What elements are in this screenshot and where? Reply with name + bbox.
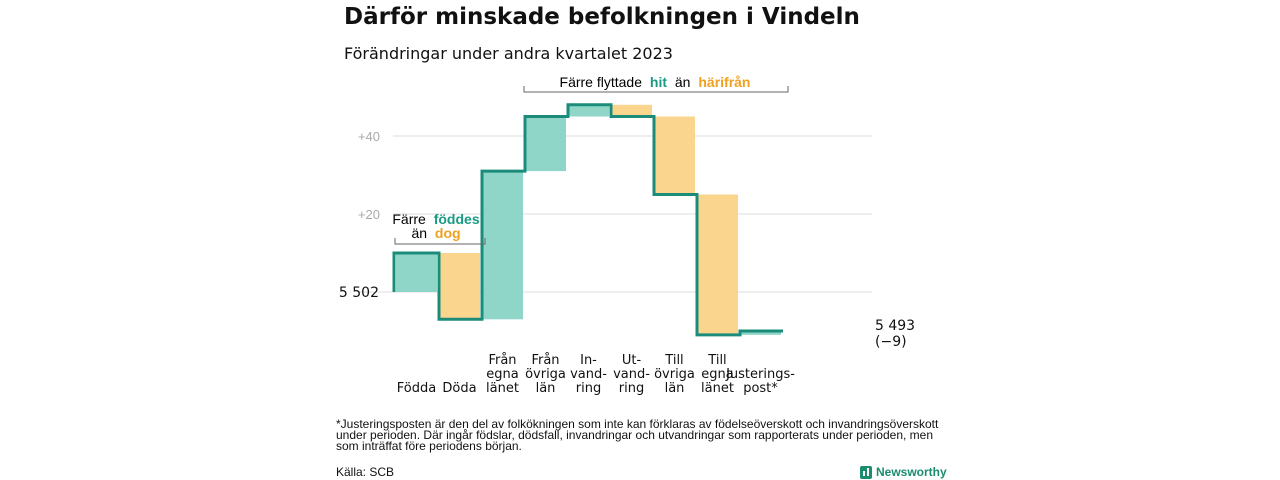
brand-name: Newsworthy	[876, 465, 947, 479]
cumulative-step-line	[392, 103, 783, 337]
category-label: Döda	[442, 381, 476, 396]
waterfall-bar	[482, 171, 523, 320]
end-value-label: 5 493	[875, 318, 915, 334]
newsworthy-icon	[860, 465, 872, 479]
category-label: Från egna länet	[486, 353, 519, 396]
category-label: Till egna länet	[701, 353, 734, 396]
annotation-moves-bracket	[523, 86, 789, 93]
waterfall-bar	[740, 331, 781, 335]
source-label: Källa: SCB	[336, 465, 395, 479]
line-layer	[392, 103, 783, 337]
brand-logo: Newsworthy	[860, 464, 947, 480]
waterfall-bar	[697, 194, 738, 335]
category-label: Från övriga län	[525, 353, 566, 396]
annotation-births-line1: Färre föddes	[392, 211, 479, 227]
y-tick-label: +40	[358, 129, 380, 144]
footnote: *Justeringsposten är den del av folkökni…	[336, 417, 939, 453]
waterfall-bar	[611, 104, 652, 117]
annotation-moves-text: Färre flyttade hit än härifrån	[560, 74, 751, 90]
category-label: Justerings-post*	[725, 367, 795, 396]
bars-layer	[396, 104, 781, 335]
grid-layer: +20 +40	[358, 129, 872, 293]
waterfall-bar	[568, 104, 609, 117]
waterfall-bar	[654, 116, 695, 195]
start-value-label: 5 502	[339, 285, 379, 301]
waterfall-bar	[396, 253, 437, 292]
annotation-births-line2: än dog	[411, 225, 460, 241]
chart-title: Därför minskade befolkningen i Vindeln	[344, 4, 860, 30]
category-label: Till övriga län	[654, 353, 695, 396]
category-label: In-vand-ring	[570, 353, 607, 396]
category-label: Födda	[397, 381, 436, 396]
births-deaths-annotation: Färre föddes än dog	[392, 211, 486, 245]
end-change-label: (−9)	[875, 334, 907, 350]
waterfall-bar	[439, 253, 480, 320]
category-label: Ut-vand-ring	[613, 353, 650, 396]
annotation-births-bracket	[394, 238, 486, 245]
chart-subtitle: Förändringar under andra kvartalet 2023	[344, 44, 673, 63]
y-tick-label: +20	[358, 207, 380, 222]
moves-annotation: Färre flyttade hit än härifrån	[523, 74, 789, 93]
waterfall-bar	[525, 116, 566, 172]
